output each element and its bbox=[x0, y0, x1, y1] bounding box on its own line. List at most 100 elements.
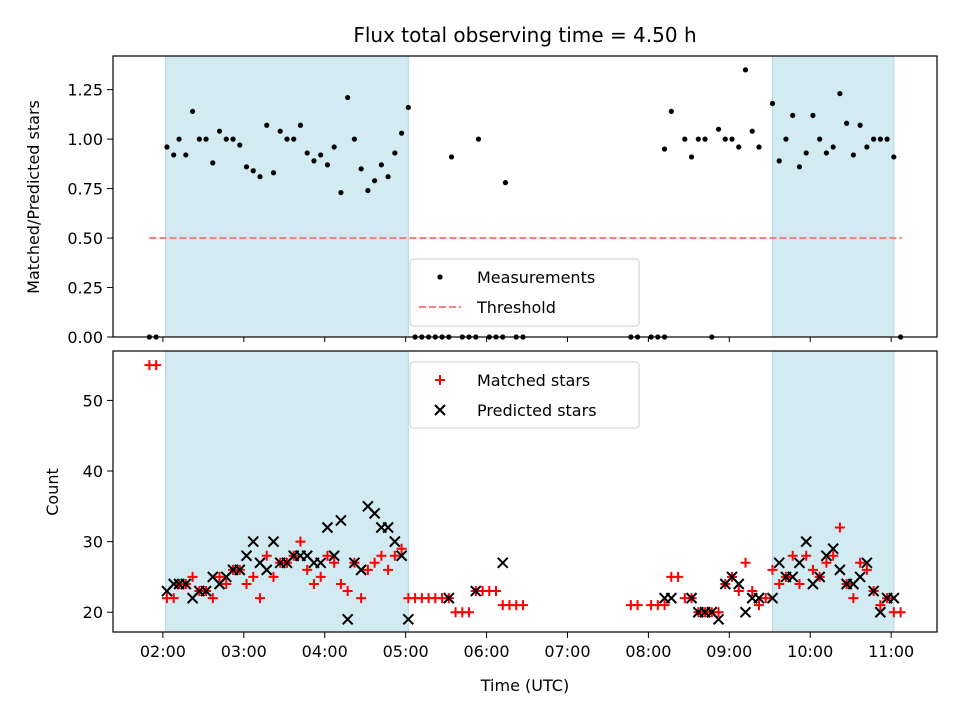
measurement-point bbox=[844, 120, 850, 126]
matched-star-point bbox=[632, 600, 643, 611]
top-shaded-interval bbox=[772, 56, 894, 337]
legend-threshold-label: Threshold bbox=[476, 298, 556, 317]
matched-star-point bbox=[248, 571, 259, 582]
measurement-point bbox=[688, 154, 695, 160]
measurement-point bbox=[736, 144, 742, 150]
predicted-star-point bbox=[497, 557, 509, 569]
x-tick-label: 04:00 bbox=[302, 642, 348, 661]
matched-star-point bbox=[308, 578, 319, 589]
x-tick-label: 11:00 bbox=[868, 642, 914, 661]
predicted-star-point bbox=[733, 578, 745, 590]
measurement-point bbox=[749, 128, 755, 134]
legend-measurements-label: Measurements bbox=[477, 268, 595, 287]
matched-star-point bbox=[834, 522, 845, 533]
measurement-point bbox=[230, 136, 236, 142]
predicted-star-point bbox=[180, 578, 192, 590]
top-legend: Measurements Threshold bbox=[409, 258, 640, 327]
matched-star-point bbox=[801, 550, 812, 561]
x-tick-label: 02:00 bbox=[140, 642, 186, 661]
predicted-star-point bbox=[813, 571, 826, 583]
matched-star-point bbox=[254, 593, 265, 604]
measurement-point bbox=[176, 136, 182, 142]
measurement-point bbox=[864, 144, 870, 150]
measurement-point bbox=[695, 136, 701, 142]
top-y-tick-label: 1.25 bbox=[67, 81, 103, 100]
matched-star-point bbox=[855, 557, 866, 568]
bottom-y-tick-label: 30 bbox=[83, 533, 103, 552]
predicted-star-point bbox=[321, 521, 334, 534]
predicted-star-point bbox=[434, 404, 446, 416]
measurement-point bbox=[702, 136, 708, 142]
measurement-point bbox=[196, 136, 202, 142]
measurement-point bbox=[216, 128, 223, 134]
predicted-star-point bbox=[395, 550, 408, 562]
measurement-point bbox=[345, 94, 351, 101]
measurement-point bbox=[237, 142, 243, 148]
matched-star-point bbox=[794, 578, 805, 589]
predicted-star-point bbox=[200, 585, 212, 597]
bottom-shaded-interval bbox=[165, 351, 409, 632]
measurement-point bbox=[171, 152, 177, 158]
measurement-point bbox=[405, 104, 411, 111]
predicted-star-point bbox=[786, 571, 799, 583]
matched-star-point bbox=[335, 578, 346, 589]
x-tick-label: 08:00 bbox=[625, 642, 671, 661]
x-tick-label: 06:00 bbox=[464, 642, 510, 661]
measurement-point bbox=[210, 160, 216, 166]
measurement-point bbox=[358, 166, 364, 172]
top-legend-box bbox=[409, 258, 640, 327]
matched-star-point bbox=[207, 593, 218, 604]
predicted-star-point bbox=[773, 557, 785, 569]
measurement-point bbox=[823, 150, 830, 156]
measurement-point bbox=[277, 128, 283, 134]
matched-star-point bbox=[848, 593, 859, 604]
predicted-star-point bbox=[861, 557, 873, 569]
x-axis-label: Time (UTC) bbox=[480, 676, 569, 695]
predicted-star-point bbox=[368, 507, 381, 520]
matched-star-point bbox=[369, 557, 380, 568]
x-tick-label: 10:00 bbox=[787, 642, 833, 661]
top-y-axis-label: Matched/Predicted stars bbox=[24, 100, 43, 294]
measurement-point bbox=[871, 136, 877, 142]
predicted-star-point bbox=[355, 564, 367, 576]
measurement-point bbox=[729, 136, 735, 142]
matched-star-point bbox=[356, 593, 367, 604]
matched-star-point bbox=[491, 586, 502, 597]
matched-star-point bbox=[261, 550, 272, 561]
matched-star-point bbox=[828, 550, 839, 561]
measurement-point bbox=[365, 187, 371, 194]
matched-star-point bbox=[315, 571, 326, 582]
measurement-point bbox=[722, 136, 728, 142]
top-y-tick-label: 0.00 bbox=[67, 328, 103, 347]
measurement-point bbox=[250, 168, 256, 174]
top-y-tick-label: 0.25 bbox=[67, 279, 103, 298]
measurement-point bbox=[756, 144, 762, 150]
matched-star-point bbox=[774, 578, 785, 589]
measurement-point bbox=[810, 112, 816, 118]
measurement-point bbox=[392, 150, 398, 156]
predicted-star-point bbox=[867, 585, 880, 597]
predicted-star-point bbox=[712, 613, 725, 625]
bottom-legend: Matched stars Predicted stars bbox=[409, 361, 640, 429]
predicted-star-point bbox=[800, 535, 812, 548]
measurement-point bbox=[297, 122, 304, 128]
matched-star-point bbox=[517, 600, 528, 611]
matched-star-point bbox=[187, 571, 198, 582]
measurement-point bbox=[817, 136, 823, 142]
predicted-star-point bbox=[234, 564, 246, 576]
bottom-plot: 20 30 40 50 02:00 03:00 04:00 05:00 06:00 07:00 08… bbox=[83, 350, 938, 661]
predicted-star-point bbox=[793, 557, 806, 569]
measurement-point bbox=[682, 136, 688, 142]
measurement-point bbox=[850, 152, 856, 158]
measurement-point bbox=[385, 174, 391, 180]
measurement-point bbox=[291, 136, 297, 142]
matched-star-point bbox=[342, 586, 353, 597]
measurement-point bbox=[331, 144, 337, 150]
measurement-point bbox=[742, 67, 749, 73]
predicted-star-point bbox=[888, 592, 900, 604]
x-tick-label: 07:00 bbox=[544, 642, 590, 661]
bottom-plot-frame bbox=[112, 350, 938, 633]
matched-star-point bbox=[787, 550, 798, 561]
matched-star-point bbox=[389, 550, 400, 561]
measurement-point bbox=[399, 130, 405, 136]
